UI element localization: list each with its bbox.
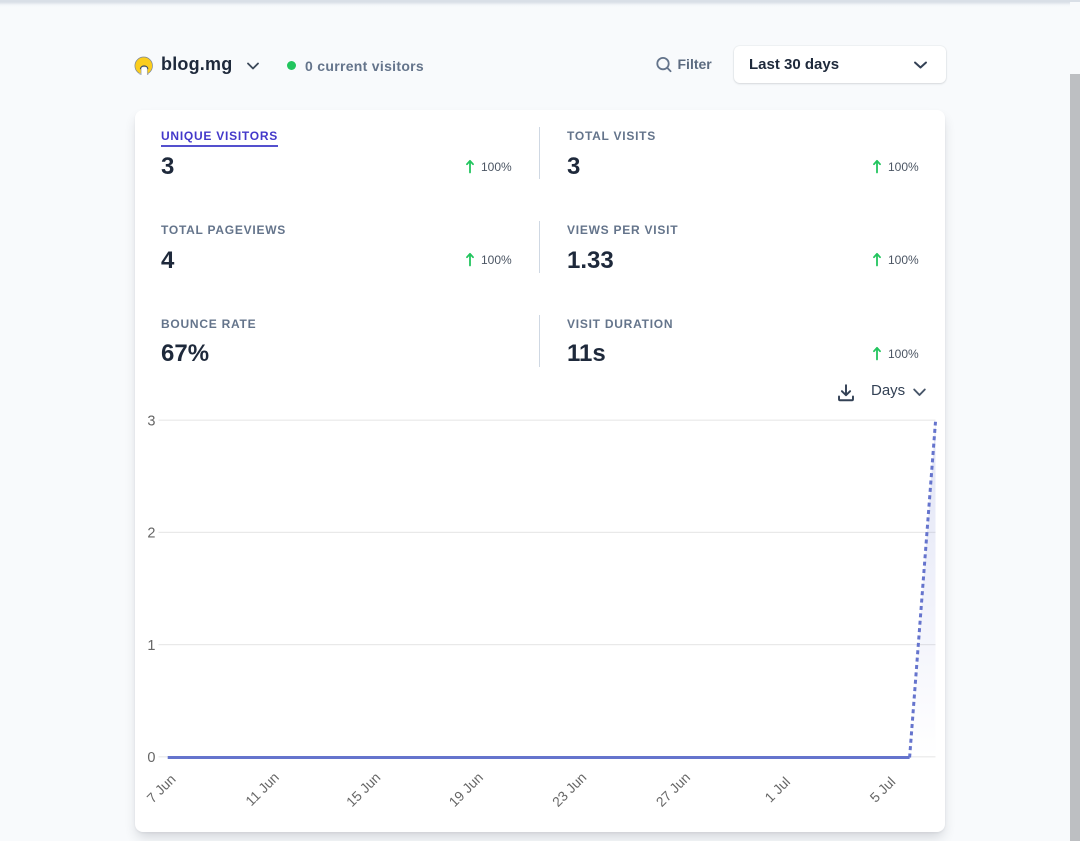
- svg-text:23 Jun: 23 Jun: [550, 770, 590, 810]
- svg-text:19 Jun: 19 Jun: [446, 770, 486, 810]
- svg-text:1: 1: [147, 638, 155, 654]
- svg-text:3: 3: [147, 413, 155, 429]
- svg-text:1 Jul: 1 Jul: [762, 774, 793, 805]
- svg-text:5 Jul: 5 Jul: [867, 774, 898, 805]
- svg-text:0: 0: [147, 750, 155, 766]
- svg-text:7 Jun: 7 Jun: [144, 772, 178, 806]
- svg-text:15 Jun: 15 Jun: [344, 770, 384, 810]
- svg-text:11 Jun: 11 Jun: [243, 770, 282, 809]
- svg-text:2: 2: [147, 526, 155, 542]
- svg-text:27 Jun: 27 Jun: [653, 770, 693, 810]
